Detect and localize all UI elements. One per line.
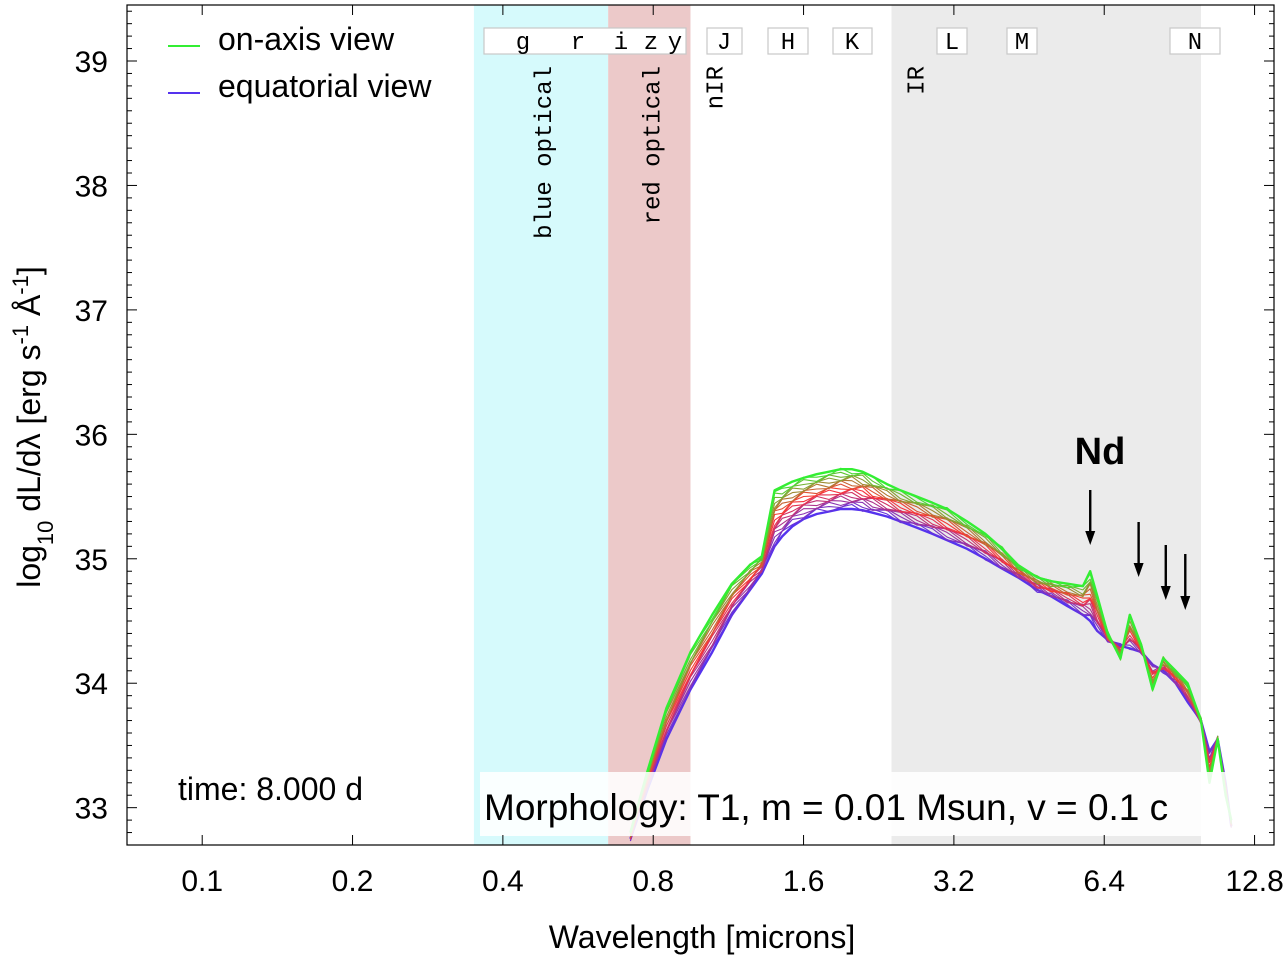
filter-label-K: K — [845, 30, 860, 57]
filter-label-i: i — [614, 30, 628, 57]
x-tick-label: 12.8 — [1225, 865, 1283, 898]
filter-label-H: H — [781, 30, 795, 57]
band-labels: blue optical red optical nIR IR — [532, 66, 931, 239]
x-axis-title: Wavelength [microns] — [549, 919, 855, 955]
band-label-red-optical: red optical — [640, 66, 667, 224]
filter-label-N: N — [1188, 30, 1202, 57]
series-on-axis — [629, 468, 1233, 833]
filter-box-M — [1006, 27, 1038, 55]
filter-label-L: L — [945, 30, 959, 57]
band-regions — [473, 5, 1202, 845]
band-blue-optical — [473, 5, 609, 845]
filter-label-y: y — [668, 30, 682, 57]
x-tick-label: 0.2 — [332, 865, 374, 898]
spectral-curves — [629, 467, 1233, 842]
filter-box-K — [832, 27, 873, 55]
band-label-nIR: nIR — [703, 66, 730, 109]
band-IR — [891, 5, 1202, 845]
y-tick-label: 36 — [75, 419, 108, 452]
x-tick-label: 6.4 — [1083, 865, 1125, 898]
x-tick-label: 0.1 — [181, 865, 223, 898]
nd-arrow-head — [1160, 586, 1171, 600]
plot-frame — [126, 4, 1275, 846]
y-tick-label: 35 — [75, 544, 108, 577]
band-nIR — [690, 5, 892, 845]
y-tick-label: 37 — [75, 295, 108, 328]
axes: 0.1 0.2 0.4 0.8 1.6 3.2 6.4 12.8 33 34 35 36 37 38 39 — [75, 4, 1284, 898]
nd-arrow-head — [1085, 531, 1096, 545]
filter-label-J: J — [717, 30, 731, 57]
filter-box-N — [1169, 27, 1221, 55]
filter-label-M: M — [1015, 30, 1029, 57]
morphology-box — [480, 772, 1240, 836]
morphology-label: Morphology: T1, m = 0.01 Msun, v = 0.1 c — [484, 787, 1168, 828]
x-tick-label: 3.2 — [933, 865, 975, 898]
x-tick-label: 0.8 — [632, 865, 674, 898]
nd-annotation: Nd — [1075, 431, 1126, 473]
y-tick-label: 39 — [75, 46, 108, 79]
legend-label: on-axis view — [218, 21, 395, 57]
filter-box-J — [706, 27, 743, 55]
filter-label-g: g — [516, 30, 530, 57]
filter-box-H — [767, 27, 809, 55]
filter-box-L — [936, 27, 968, 55]
x-tick-label: 0.4 — [482, 865, 524, 898]
legend: on-axis view equatorial view — [168, 21, 432, 104]
y-axis-title: log10 dL/dλ [erg s-1 Å-1] — [8, 266, 58, 588]
x-tick-label: 1.6 — [783, 865, 825, 898]
y-tick-label: 34 — [75, 668, 108, 701]
filter-label-r: r — [571, 30, 585, 57]
legend-label: equatorial view — [218, 68, 432, 104]
line-arrows — [1085, 490, 1191, 610]
y-tick-label: 38 — [75, 170, 108, 203]
band-label-blue-optical: blue optical — [532, 66, 559, 239]
band-label-IR: IR — [904, 66, 931, 95]
y-tick-label: 33 — [75, 793, 108, 826]
nd-arrow-head — [1180, 596, 1191, 610]
time-label: time: 8.000 d — [178, 771, 363, 807]
filter-group-box — [483, 27, 687, 55]
nd-arrow-head — [1133, 563, 1144, 577]
filter-label-z: z — [644, 30, 658, 57]
